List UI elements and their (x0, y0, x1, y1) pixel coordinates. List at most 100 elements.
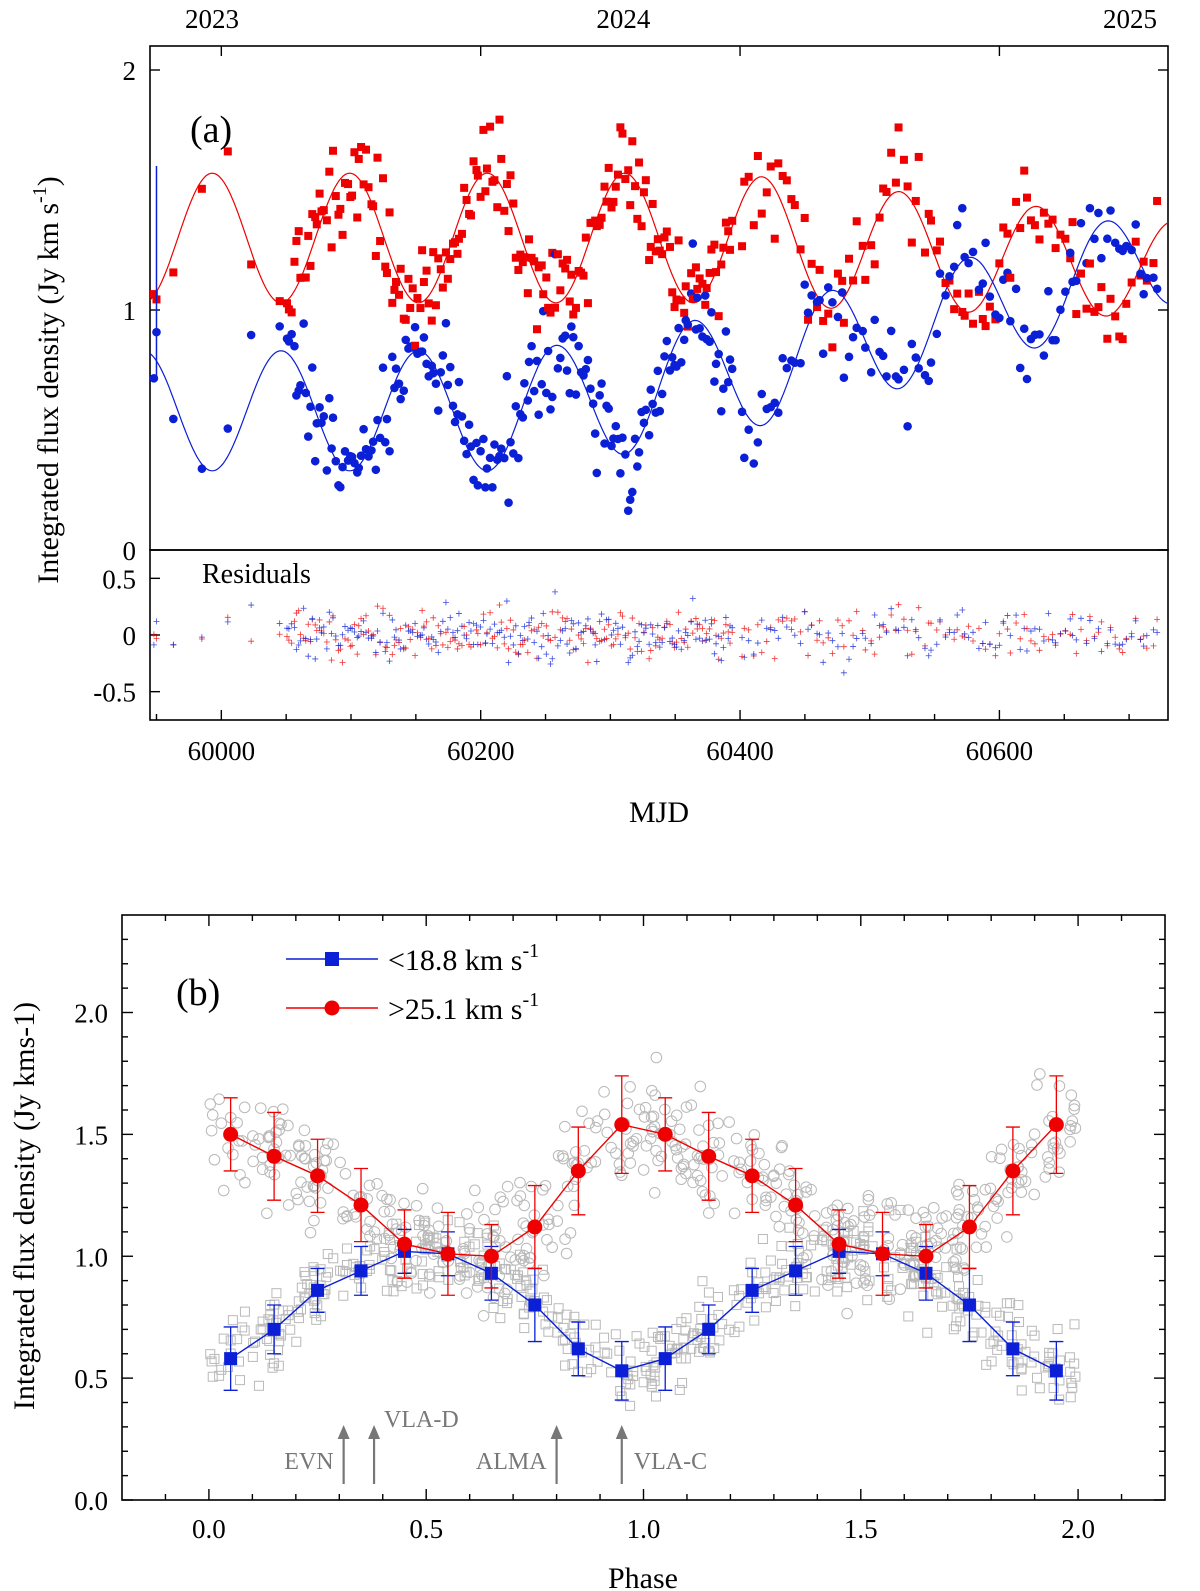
residual-point-red (850, 632, 857, 639)
data-point-red (392, 277, 401, 286)
residual-point-red (391, 642, 398, 649)
background-point-blue (322, 1249, 333, 1260)
residual-point-blue (634, 643, 641, 650)
data-point-red (247, 260, 256, 269)
data-point-blue (660, 352, 669, 361)
background-point-red (514, 1176, 526, 1189)
residual-point-red (524, 649, 531, 656)
data-point-red (688, 294, 697, 303)
residual-point-blue (414, 633, 421, 640)
background-point-blue (516, 1291, 527, 1302)
background-point-blue (646, 1345, 657, 1356)
panel-a-xtick-label: 60200 (447, 736, 515, 766)
residual-point-red (1140, 633, 1147, 640)
residual-point-blue (904, 652, 911, 659)
data-point-red (635, 158, 644, 167)
data-point-blue (949, 262, 959, 272)
background-point-blue (1016, 1363, 1027, 1374)
series-point-blue (1049, 1364, 1063, 1378)
data-point-red (591, 216, 600, 225)
series-point-blue (615, 1364, 629, 1378)
data-point-red (344, 180, 353, 189)
series-point-red (570, 1163, 586, 1179)
residual-point-blue (420, 624, 427, 631)
background-point-blue (646, 1381, 657, 1392)
background-point-red (1039, 1171, 1052, 1183)
data-point-blue (630, 434, 640, 444)
data-point-blue (723, 377, 733, 387)
data-point-red (740, 177, 749, 186)
background-point-blue (411, 1283, 422, 1294)
background-point-blue (724, 1324, 735, 1335)
data-point-blue (1149, 273, 1158, 282)
background-point-red (1051, 1143, 1064, 1155)
residual-ytick-label: 0.5 (102, 564, 136, 594)
background-point-red (889, 1209, 901, 1221)
data-point-blue (1015, 363, 1025, 373)
residual-point-blue (313, 636, 320, 643)
data-point-red (774, 159, 783, 168)
background-point-red (790, 1213, 803, 1226)
data-point-red (422, 266, 431, 275)
data-point-red (1022, 193, 1031, 202)
residual-point-blue (1049, 636, 1056, 643)
residual-point-blue (1031, 625, 1038, 632)
data-point-blue (823, 283, 833, 292)
data-point-blue (828, 298, 837, 307)
residual-point-blue (564, 641, 571, 648)
residual-point-blue (549, 655, 556, 662)
background-point-red (775, 1141, 788, 1154)
data-point-blue (378, 363, 388, 372)
background-point-red (861, 1279, 874, 1292)
background-point-red (716, 1170, 728, 1182)
residual-point-red (725, 628, 732, 635)
residual-point-red (834, 617, 841, 624)
data-point-red (907, 238, 916, 247)
background-point-red (471, 1281, 484, 1293)
background-point-red (730, 1132, 743, 1145)
residual-point-red (458, 642, 465, 649)
residual-point-red (954, 626, 961, 633)
background-point-red (371, 1178, 383, 1190)
data-point-red (462, 195, 471, 204)
background-point-blue (283, 1310, 294, 1321)
background-point-red (234, 1169, 246, 1181)
background-point-red (894, 1283, 907, 1296)
background-point-red (292, 1139, 305, 1151)
background-point-red (753, 1147, 765, 1160)
residual-point-blue (524, 635, 531, 642)
residual-point-blue (389, 616, 396, 623)
background-point-blue (1064, 1352, 1075, 1363)
residual-point-blue (547, 660, 554, 667)
data-point-red (311, 213, 320, 222)
background-point-blue (406, 1266, 417, 1277)
data-point-red (1072, 310, 1081, 319)
data-point-red (1051, 244, 1060, 253)
data-point-blue (290, 341, 299, 351)
background-point-blue (774, 1272, 785, 1283)
residual-point-red (323, 639, 330, 646)
data-point-red (306, 261, 315, 270)
background-point-blue (495, 1313, 506, 1324)
residual-point-blue (170, 641, 177, 648)
data-point-red (563, 255, 572, 264)
data-point-red (1090, 307, 1099, 316)
data-point-blue (607, 441, 616, 451)
data-point-blue (401, 335, 411, 345)
residual-point-red (610, 641, 617, 648)
data-point-red (532, 325, 541, 334)
residual-point-blue (678, 646, 685, 653)
data-point-blue (866, 368, 876, 377)
residual-point-red (578, 635, 585, 642)
background-point-blue (384, 1264, 395, 1275)
background-point-blue (696, 1313, 707, 1324)
residual-point-blue (545, 632, 552, 639)
data-point-red (504, 227, 513, 236)
data-point-red (693, 284, 702, 293)
residual-point-blue (1027, 628, 1034, 635)
data-point-blue (757, 389, 767, 399)
data-point-red (927, 216, 936, 225)
background-point-blue (1016, 1385, 1027, 1396)
background-point-blue (688, 1328, 699, 1339)
residual-point-blue (1132, 617, 1139, 624)
